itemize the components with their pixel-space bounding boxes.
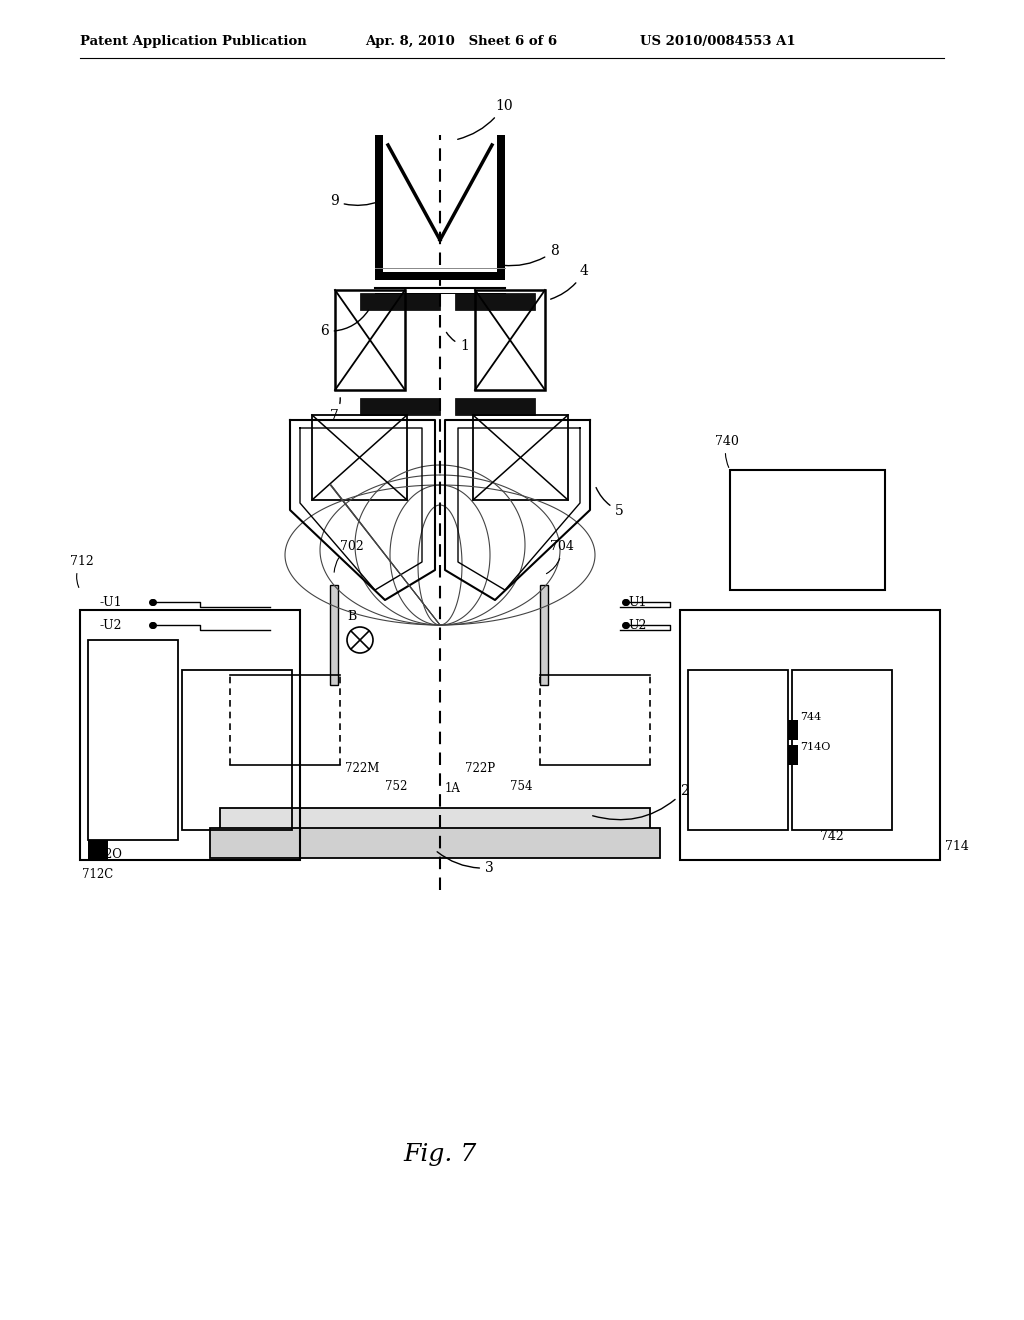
Text: 704: 704 — [547, 540, 573, 574]
Text: 7: 7 — [330, 397, 340, 422]
Bar — [455, 399, 535, 414]
Text: U1: U1 — [628, 597, 646, 609]
Bar — [730, 470, 885, 590]
Text: U2: U2 — [628, 619, 646, 632]
Text: 2: 2 — [593, 784, 689, 820]
Bar — [688, 671, 788, 830]
Bar — [80, 610, 300, 861]
Text: 714O: 714O — [800, 742, 830, 752]
Bar — [220, 808, 650, 830]
Text: B: B — [347, 610, 356, 623]
Text: 714: 714 — [945, 840, 969, 853]
Bar — [375, 272, 505, 280]
Text: -U1: -U1 — [100, 597, 123, 609]
Text: US 2010/0084553 A1: US 2010/0084553 A1 — [640, 36, 796, 49]
Bar — [792, 671, 892, 830]
Text: Patent Application Publication: Patent Application Publication — [80, 36, 307, 49]
Text: 712: 712 — [70, 554, 94, 587]
Bar — [475, 290, 545, 389]
Bar — [312, 414, 407, 500]
Text: 3: 3 — [437, 851, 494, 875]
Bar — [788, 719, 798, 741]
Text: 740: 740 — [715, 436, 739, 467]
Text: 752: 752 — [385, 780, 408, 793]
Bar — [375, 135, 383, 280]
Bar — [455, 293, 535, 310]
Bar — [788, 744, 798, 766]
Bar — [497, 135, 505, 280]
Text: 754: 754 — [510, 780, 532, 793]
Text: Fig. 7: Fig. 7 — [403, 1143, 476, 1167]
Text: 1A: 1A — [445, 781, 461, 795]
Bar — [335, 290, 406, 389]
Bar — [680, 610, 940, 861]
Bar — [182, 671, 292, 830]
Text: 8: 8 — [503, 244, 559, 265]
Text: Apr. 8, 2010   Sheet 6 of 6: Apr. 8, 2010 Sheet 6 of 6 — [365, 36, 557, 49]
Bar — [88, 840, 108, 861]
Bar — [360, 293, 440, 310]
Text: 712O: 712O — [90, 847, 122, 861]
Text: 722M: 722M — [345, 762, 379, 775]
Bar — [330, 585, 338, 685]
Bar — [210, 828, 660, 858]
Text: -U2: -U2 — [100, 619, 123, 632]
Text: 712C: 712C — [82, 869, 114, 880]
Text: 722P: 722P — [465, 762, 496, 775]
Bar — [360, 399, 440, 414]
Text: 1: 1 — [446, 333, 469, 352]
Text: 702: 702 — [334, 540, 364, 573]
Bar — [473, 414, 568, 500]
Text: 4: 4 — [551, 264, 589, 300]
Text: 742: 742 — [820, 830, 844, 843]
Text: 6: 6 — [319, 310, 369, 338]
Text: 744: 744 — [800, 711, 821, 722]
Text: 10: 10 — [458, 99, 513, 140]
Bar — [540, 585, 548, 685]
Text: 5: 5 — [596, 487, 624, 517]
Bar — [88, 640, 178, 840]
Text: 9: 9 — [330, 194, 381, 209]
